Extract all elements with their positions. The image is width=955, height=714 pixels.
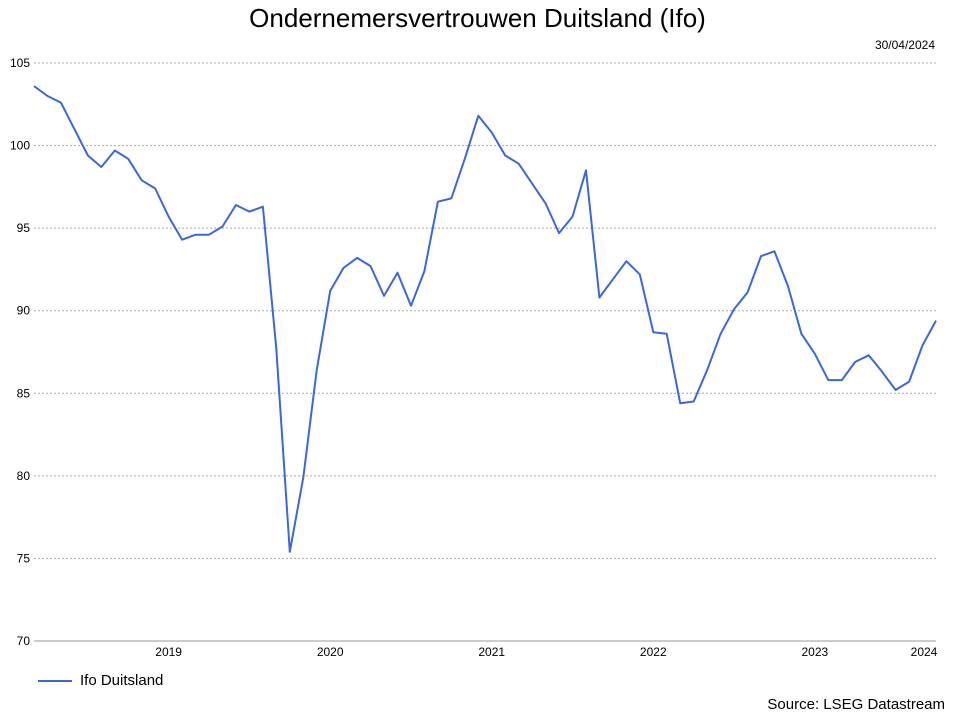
legend-label: Ifo Duitsland <box>80 672 164 689</box>
data-point <box>437 201 439 203</box>
data-point <box>356 257 358 259</box>
y-tick-label: 95 <box>17 221 31 235</box>
data-point <box>760 255 762 257</box>
chart-title: Ondernemersvertrouwen Duitsland (Ifo) <box>249 3 706 33</box>
data-point <box>666 333 668 335</box>
data-point <box>625 260 627 262</box>
data-point <box>477 115 479 117</box>
data-point <box>450 197 452 199</box>
data-point <box>423 270 425 272</box>
data-point <box>195 234 197 236</box>
x-tick-label: 2023 <box>801 645 828 659</box>
data-point <box>100 166 102 168</box>
data-point <box>531 183 533 185</box>
y-tick-label: 90 <box>17 304 31 318</box>
data-point <box>127 158 129 160</box>
data-point <box>316 369 318 371</box>
data-point <box>410 305 412 307</box>
data-point <box>47 95 49 97</box>
x-tick-label: 2021 <box>478 645 505 659</box>
data-point <box>114 150 116 152</box>
y-axis: 70 75 80 85 90 95 100 105 <box>10 56 30 648</box>
data-point <box>922 344 924 346</box>
data-point <box>733 308 735 310</box>
data-point <box>585 169 587 171</box>
y-tick-label: 75 <box>17 551 31 565</box>
x-tick-label: 2019 <box>155 645 182 659</box>
data-point <box>572 216 574 218</box>
legend-swatch <box>38 679 72 682</box>
data-point <box>598 297 600 299</box>
data-point <box>154 188 156 190</box>
x-axis: 2019 2020 2021 2022 2023 2024 <box>155 645 937 659</box>
data-point <box>235 204 237 206</box>
data-point <box>787 285 789 287</box>
data-point <box>720 333 722 335</box>
data-point <box>302 477 304 479</box>
series-line-ifo <box>33 85 937 553</box>
data-point <box>706 369 708 371</box>
data-point <box>693 401 695 403</box>
y-tick-label: 105 <box>10 56 30 70</box>
source-note: Source: LSEG Datastream <box>767 696 945 713</box>
data-point <box>168 216 170 218</box>
data-point <box>827 379 829 381</box>
data-point <box>181 239 183 241</box>
data-point <box>868 354 870 356</box>
data-point <box>343 267 345 269</box>
x-tick-label: 2024 <box>911 645 938 659</box>
data-point <box>800 333 802 335</box>
y-tick-label: 80 <box>17 469 31 483</box>
data-point <box>639 273 641 275</box>
data-point <box>33 85 35 87</box>
data-point <box>881 371 883 373</box>
y-tick-label: 85 <box>17 386 31 400</box>
data-point <box>370 265 372 267</box>
data-point <box>87 155 89 157</box>
data-point <box>518 163 520 165</box>
grid-lines <box>34 62 936 642</box>
chart-date: 30/04/2024 <box>874 38 935 52</box>
data-point <box>504 155 506 157</box>
data-point <box>262 206 264 208</box>
data-point <box>814 353 816 355</box>
data-point <box>491 131 493 133</box>
data-point <box>248 211 250 213</box>
data-point <box>222 226 224 228</box>
data-point <box>73 128 75 130</box>
data-point <box>935 320 937 322</box>
data-point <box>773 250 775 252</box>
data-point <box>464 158 466 160</box>
legend: Ifo Duitsland <box>38 672 163 689</box>
data-point <box>275 348 277 350</box>
data-point <box>895 389 897 391</box>
data-point <box>841 379 843 381</box>
data-point <box>545 202 547 204</box>
data-point <box>329 290 331 292</box>
data-point <box>679 402 681 404</box>
data-point <box>747 292 749 294</box>
data-point <box>612 278 614 280</box>
data-point <box>908 381 910 383</box>
data-point <box>383 295 385 297</box>
data-point <box>397 272 399 274</box>
y-tick-label: 100 <box>10 139 30 153</box>
data-point <box>208 234 210 236</box>
x-tick-label: 2020 <box>317 645 344 659</box>
data-point <box>141 179 143 181</box>
y-tick-label: 70 <box>17 634 31 648</box>
data-point <box>60 102 62 104</box>
data-point <box>854 361 856 363</box>
plot-area <box>33 85 937 553</box>
data-point <box>289 551 291 553</box>
data-point <box>558 232 560 234</box>
data-point <box>652 331 654 333</box>
x-tick-label: 2022 <box>640 645 667 659</box>
